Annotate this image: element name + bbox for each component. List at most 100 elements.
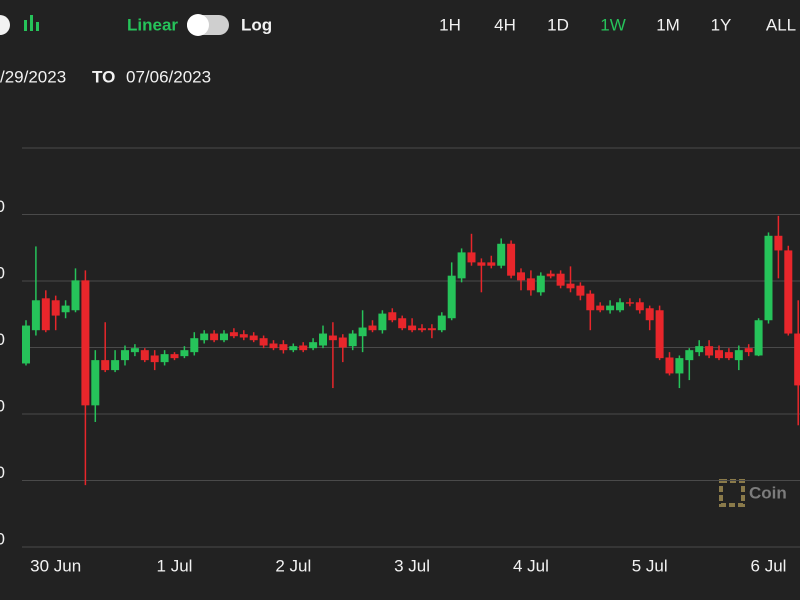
candle-body — [180, 350, 189, 357]
candle-body — [358, 327, 367, 337]
x-tick-label: 4 Jul — [513, 556, 549, 575]
candle-body — [586, 293, 595, 311]
candle-body — [576, 285, 585, 296]
plot: 0 0 0 0 0 0 30 Jun 1 Jul 2 Jul 3 Jul 4 Jul 5 Jul 6 J… — [0, 147, 800, 575]
date-to-word: TO — [92, 67, 115, 86]
candle-body — [437, 315, 446, 331]
range-button[interactable]: 1H — [439, 15, 461, 34]
candle-body — [536, 275, 545, 293]
candle-body — [447, 275, 456, 319]
x-tick-label: 30 Jun — [30, 556, 81, 575]
candle-body — [239, 334, 248, 338]
y-tick-label: 0 — [0, 330, 5, 349]
candle-body — [71, 280, 80, 311]
candle-body — [734, 350, 743, 361]
candle-body — [259, 338, 268, 346]
candle-body — [249, 335, 258, 341]
candle-body — [210, 333, 219, 341]
log-option[interactable]: Log — [241, 15, 272, 34]
toggle-knob — [187, 14, 209, 36]
candle-body — [427, 328, 436, 331]
candle-body — [22, 325, 30, 364]
candle-body — [784, 250, 793, 334]
candle-body — [130, 348, 139, 353]
candle-body — [289, 346, 298, 351]
candle-body — [81, 280, 90, 406]
candle-body — [685, 350, 694, 361]
candle-body — [408, 325, 417, 331]
candle-body — [487, 262, 496, 266]
candle-body — [715, 350, 723, 359]
candle-body — [190, 338, 199, 353]
candle-body — [150, 355, 159, 363]
candle-body — [635, 302, 644, 311]
linear-option[interactable]: Linear — [127, 15, 178, 34]
candle-body — [606, 305, 615, 311]
candle-body — [616, 302, 624, 311]
candle-body — [319, 333, 327, 346]
settings-icon[interactable] — [0, 15, 10, 35]
candle-body — [705, 346, 714, 356]
y-tick-label: 0 — [0, 396, 5, 415]
candle-body — [229, 332, 238, 337]
candle-body — [675, 358, 684, 374]
candle-body — [398, 318, 407, 329]
candle-body — [645, 308, 654, 321]
icon-bar — [30, 15, 33, 31]
candle-body — [724, 352, 733, 359]
candle-body — [200, 333, 209, 341]
candle-body — [309, 342, 318, 349]
range-button[interactable]: 1M — [656, 15, 680, 34]
candle-body — [764, 235, 773, 321]
candle-body — [507, 243, 516, 276]
y-tick-label: 0 — [0, 197, 5, 216]
candle-body — [140, 350, 149, 361]
x-tick-label: 3 Jul — [394, 556, 430, 575]
candle-body — [111, 360, 120, 371]
x-tick-label: 2 Jul — [275, 556, 311, 575]
candle-body — [388, 312, 397, 321]
candle-body — [338, 337, 347, 348]
candle-body — [665, 357, 674, 374]
y-tick-label: 0 — [0, 263, 5, 282]
y-tick-label: 0 — [0, 463, 5, 482]
candle-body — [546, 273, 555, 277]
candle-body — [91, 360, 100, 406]
candle-body — [774, 235, 783, 251]
candle-body — [170, 354, 179, 359]
candle-body — [596, 305, 605, 311]
candle-body — [269, 343, 278, 349]
range-button[interactable]: 1Y — [711, 15, 732, 34]
chart-type-icon[interactable] — [24, 15, 39, 31]
candle-body — [160, 354, 169, 363]
candle-body — [467, 252, 476, 263]
range-button[interactable]: ALL — [766, 15, 796, 34]
date-to: 07/06/2023 — [126, 67, 211, 86]
candle-body — [457, 252, 466, 279]
candle-body — [625, 302, 634, 304]
candle-body — [220, 333, 228, 341]
candle-body — [368, 325, 377, 331]
candle-body — [497, 243, 506, 266]
y-tick-label: 0 — [0, 529, 5, 548]
candle-body — [51, 300, 60, 316]
candle-body — [31, 300, 40, 331]
candle-body — [744, 348, 753, 353]
range-button[interactable]: 1D — [547, 15, 569, 34]
x-tick-label: 5 Jul — [632, 556, 668, 575]
date-from: /29/2023 — [0, 67, 66, 86]
candle-body — [299, 345, 308, 351]
candle-body — [61, 305, 70, 313]
candle-body — [794, 333, 800, 386]
range-button[interactable]: 1W — [600, 15, 626, 34]
candle-body — [378, 313, 387, 331]
watermark-text: Coin — [749, 483, 787, 502]
candle-body — [348, 333, 357, 347]
candle-body — [556, 273, 565, 286]
candle-body — [754, 320, 763, 356]
candle-body — [121, 350, 129, 361]
x-tick-label: 6 Jul — [751, 556, 787, 575]
range-button[interactable]: 4H — [494, 15, 516, 34]
